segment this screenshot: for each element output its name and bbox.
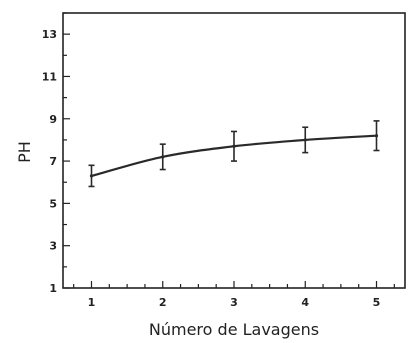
data-point — [303, 138, 307, 142]
y-tick-label: 5 — [49, 197, 57, 210]
x-tick-label: 5 — [373, 296, 381, 309]
x-tick-label: 2 — [159, 296, 167, 309]
x-tick-label: 4 — [301, 296, 309, 309]
y-tick-label: 3 — [49, 240, 57, 253]
data-point — [161, 155, 165, 159]
y-tick-label: 7 — [49, 155, 57, 168]
y-tick-label: 13 — [42, 28, 57, 41]
x-axis: 1 2 3 4 5 — [73, 281, 395, 309]
y-axis-title: PH — [15, 141, 34, 163]
y-tick-label: 11 — [42, 70, 57, 83]
x-axis-title: Número de Lavagens — [149, 320, 319, 339]
y-tick-label: 1 — [49, 282, 57, 295]
x-tick-label: 3 — [230, 296, 238, 309]
series-layer — [88, 120, 380, 188]
data-point — [89, 174, 94, 178]
x-tick-label: 1 — [88, 296, 96, 309]
data-point — [232, 144, 236, 148]
data-point — [374, 134, 379, 138]
y-tick-label: 9 — [49, 113, 57, 126]
